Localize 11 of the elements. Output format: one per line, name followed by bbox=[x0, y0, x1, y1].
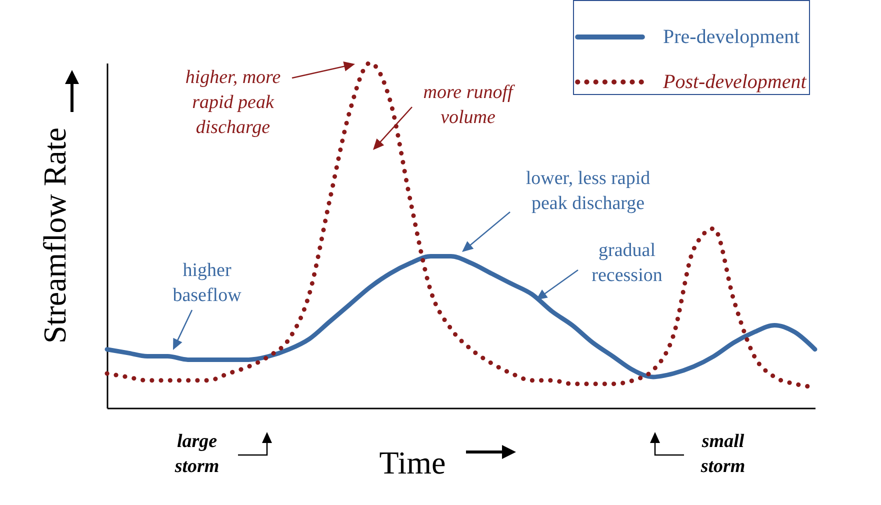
annotation: higher, more rapid peak discharge bbox=[185, 67, 281, 138]
y-axis-title: Streamflow Rate bbox=[36, 128, 72, 344]
text: large storm bbox=[174, 431, 220, 477]
x-axis-title: Time bbox=[379, 444, 446, 480]
annotation: higher baseflow bbox=[172, 260, 242, 306]
legend-label: Post-development bbox=[662, 71, 807, 93]
annotation: gradual recession bbox=[592, 240, 663, 286]
legend-label: Pre-development bbox=[663, 26, 800, 48]
text: small storm bbox=[700, 431, 746, 477]
annotation: more runoff volume bbox=[423, 82, 516, 128]
annotation: lower, less rapid peak discharge bbox=[526, 168, 651, 214]
